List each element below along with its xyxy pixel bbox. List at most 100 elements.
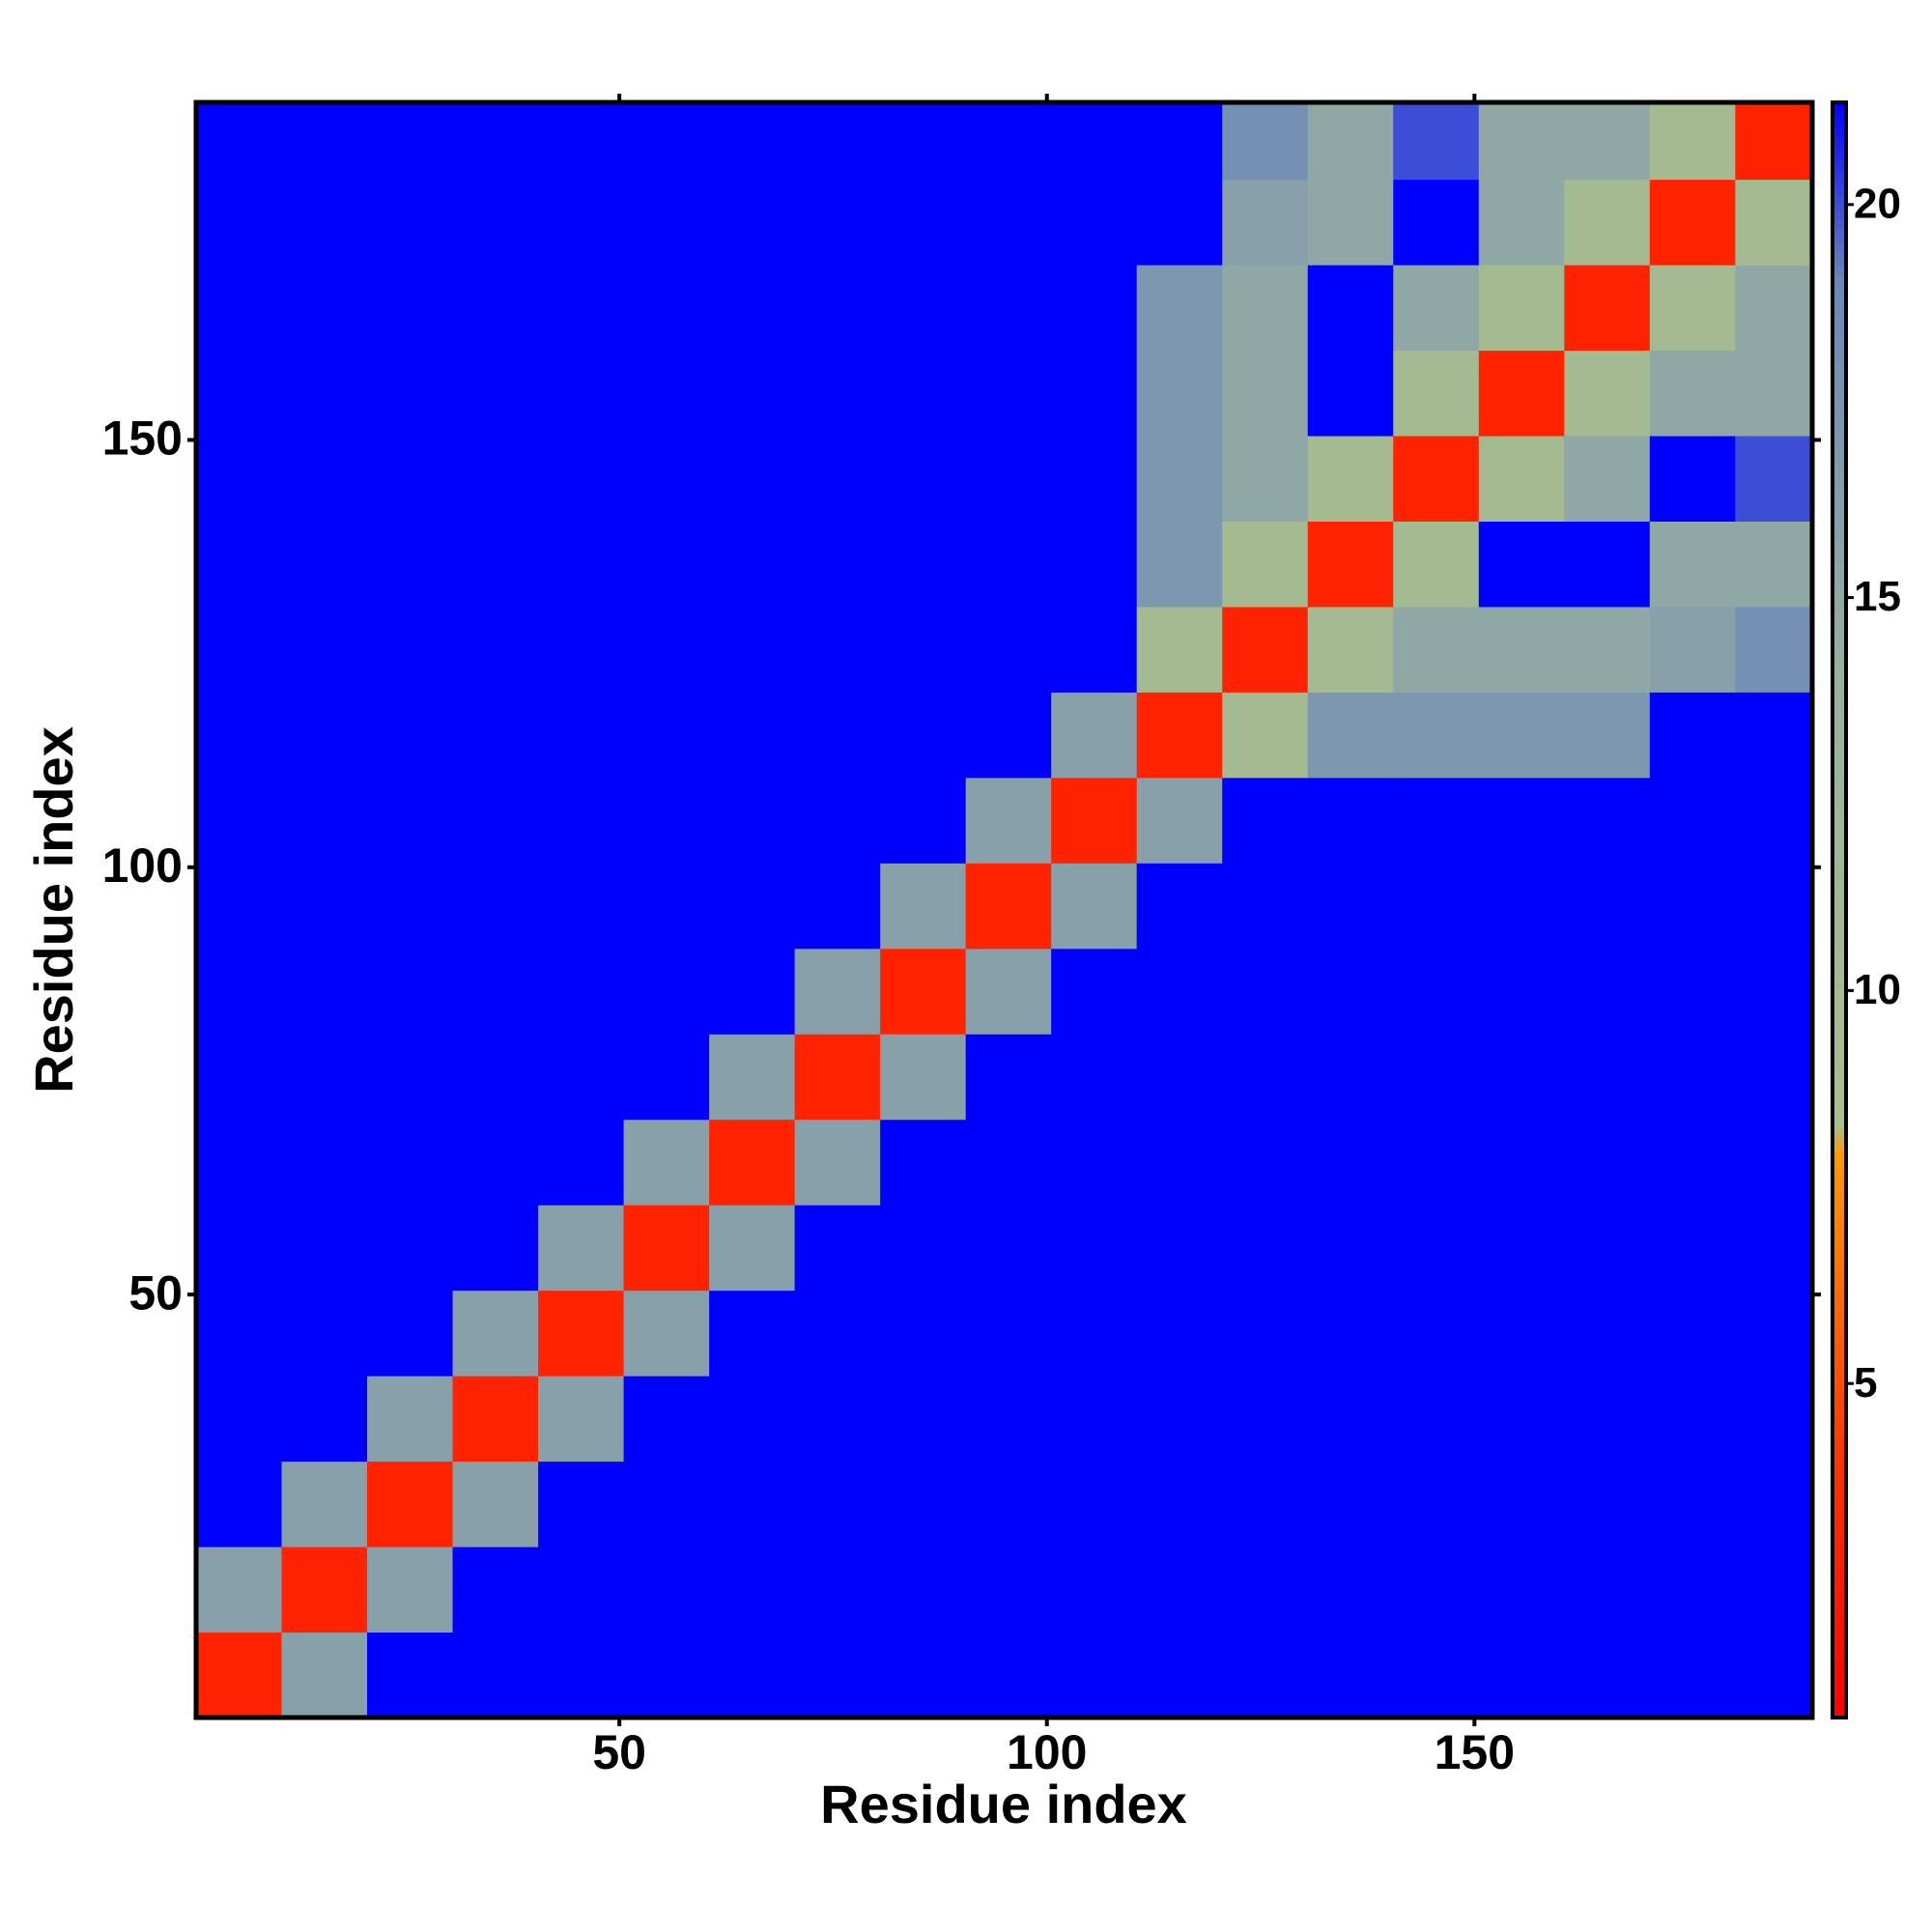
heatmap-cell xyxy=(623,692,710,779)
heatmap-cell xyxy=(1307,777,1394,864)
heatmap-cell xyxy=(1735,1034,1813,1121)
heatmap-cell xyxy=(281,606,368,693)
heatmap-cell xyxy=(1051,1461,1138,1548)
heatmap-cell xyxy=(196,179,283,266)
heatmap-cell xyxy=(281,777,368,864)
heatmap-cell xyxy=(880,863,967,950)
heatmap-cell xyxy=(538,1461,625,1548)
heatmap-cell xyxy=(1393,1290,1480,1377)
heatmap-cell xyxy=(281,1205,368,1292)
heatmap-cell xyxy=(1478,1632,1565,1719)
heatmap-cell xyxy=(709,179,796,266)
heatmap-cell xyxy=(1564,948,1651,1035)
heatmap-cell xyxy=(367,606,454,693)
heatmap-cell xyxy=(965,1290,1052,1377)
heatmap-cell xyxy=(1478,777,1565,864)
heatmap-cell xyxy=(1393,1119,1480,1206)
heatmap-cell xyxy=(1051,692,1138,779)
heatmap-cell xyxy=(1307,692,1394,779)
heatmap-cell xyxy=(965,1376,1052,1463)
heatmap-cell xyxy=(281,521,368,608)
heatmap-cell xyxy=(1051,1034,1138,1121)
heatmap-cell xyxy=(452,948,539,1035)
heatmap-cell xyxy=(1222,1119,1309,1206)
heatmap-cell xyxy=(538,863,625,950)
heatmap-cell xyxy=(1136,102,1223,181)
heatmap-cell xyxy=(367,1119,454,1206)
heatmap-cell xyxy=(452,436,539,522)
heatmap-cell xyxy=(965,863,1052,950)
heatmap-cell xyxy=(794,777,881,864)
heatmap-cell xyxy=(1649,1461,1736,1548)
heatmap-cell xyxy=(367,1632,454,1719)
heatmap-cell xyxy=(281,948,368,1035)
heatmap-cell xyxy=(1649,1376,1736,1463)
heatmap-cell xyxy=(709,1376,796,1463)
heatmap-cell xyxy=(1735,436,1813,522)
heatmap-cell xyxy=(709,350,796,437)
heatmap-cell xyxy=(1222,692,1309,779)
heatmap-cell xyxy=(1307,436,1394,522)
heatmap-cell xyxy=(1307,606,1394,693)
heatmap-cell xyxy=(281,179,368,266)
heatmap-cell xyxy=(1136,1461,1223,1548)
heatmap-cell xyxy=(880,350,967,437)
heatmap-cell xyxy=(1478,692,1565,779)
heatmap-cell xyxy=(1136,1376,1223,1463)
heatmap-cell xyxy=(538,265,625,352)
heatmap-cell xyxy=(794,606,881,693)
heatmap-cell xyxy=(1735,1119,1813,1206)
heatmap-cell xyxy=(880,1376,967,1463)
heatmap-cell xyxy=(709,692,796,779)
heatmap-cell xyxy=(1307,521,1394,608)
y-tick-label: 150 xyxy=(102,412,183,466)
heatmap-cell xyxy=(1649,692,1736,779)
heatmap-cell xyxy=(794,179,881,266)
heatmap-cell xyxy=(281,1461,368,1548)
heatmap-cell xyxy=(1051,521,1138,608)
heatmap-cell xyxy=(196,1632,283,1719)
heatmap-cell xyxy=(1051,777,1138,864)
heatmap-cell xyxy=(1735,948,1813,1035)
heatmap-cell xyxy=(367,948,454,1035)
heatmap-cell xyxy=(965,1461,1052,1548)
heatmap-cell xyxy=(1564,692,1651,779)
heatmap-cell xyxy=(1649,265,1736,352)
heatmap-cell xyxy=(965,1119,1052,1206)
heatmap-cell xyxy=(452,1119,539,1206)
heatmap-cell xyxy=(1393,1632,1480,1719)
heatmap-cell xyxy=(623,436,710,522)
heatmap-cell xyxy=(1649,350,1736,437)
heatmap-cell xyxy=(452,521,539,608)
heatmap-cell xyxy=(538,692,625,779)
heatmap-cell xyxy=(1307,179,1394,266)
heatmap-cell xyxy=(452,1376,539,1463)
heatmap-cell xyxy=(709,102,796,181)
heatmap-cell xyxy=(538,606,625,693)
heatmap-cell xyxy=(1735,1461,1813,1548)
heatmap-cell xyxy=(452,1547,539,1634)
heatmap-cell xyxy=(1222,350,1309,437)
heatmap-cell xyxy=(1136,521,1223,608)
heatmap-cell xyxy=(367,1461,454,1548)
heatmap-cell xyxy=(1136,1547,1223,1634)
heatmap-cell xyxy=(538,179,625,266)
heatmap-cell xyxy=(1478,350,1565,437)
heatmap-cell xyxy=(1478,1376,1565,1463)
heatmap-cell xyxy=(452,863,539,950)
heatmap-cell xyxy=(709,1461,796,1548)
heatmap-cell xyxy=(794,1376,881,1463)
heatmap-cell xyxy=(1393,436,1480,522)
heatmap-cell xyxy=(880,606,967,693)
heatmap-cell xyxy=(1307,948,1394,1035)
heatmap-cell xyxy=(367,863,454,950)
heatmap-cell xyxy=(623,606,710,693)
heatmap-cell xyxy=(1393,102,1480,181)
heatmap-cell xyxy=(965,179,1052,266)
y-tick-label: 50 xyxy=(128,1265,183,1320)
heatmap-cell xyxy=(538,1376,625,1463)
heatmap-cell xyxy=(1564,350,1651,437)
heatmap-cell xyxy=(367,179,454,266)
heatmap-cell xyxy=(196,948,283,1035)
heatmap-cell xyxy=(1136,777,1223,864)
